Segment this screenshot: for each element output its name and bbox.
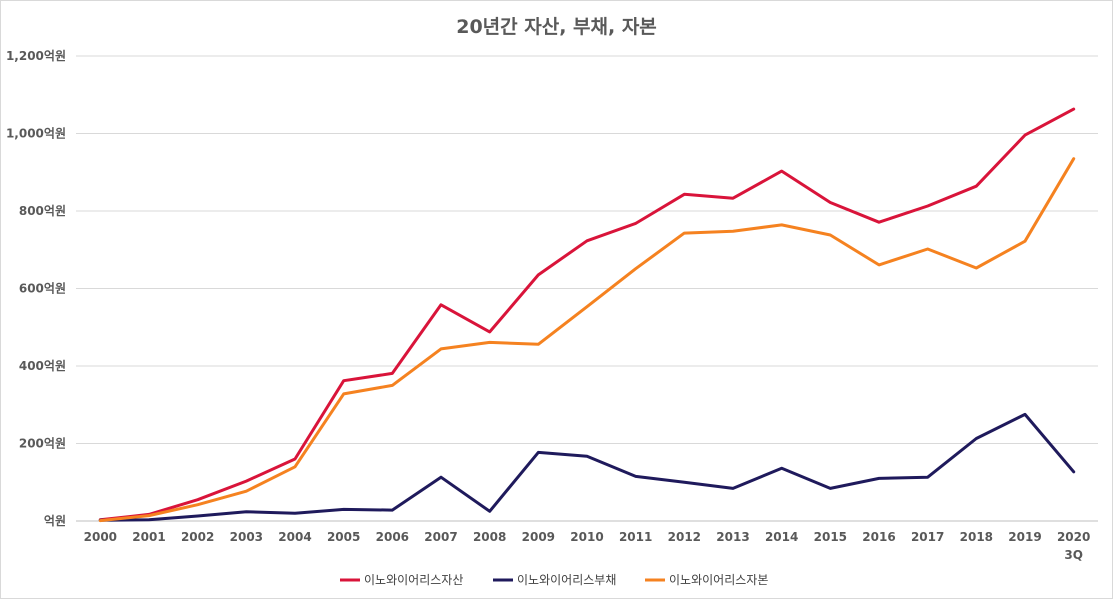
y-tick-label: 1,000억원 — [6, 127, 66, 141]
x-tick-label: 2009 — [522, 530, 555, 544]
x-tick-label: 2015 — [814, 530, 847, 544]
y-tick-label: 400억원 — [19, 359, 66, 373]
x-tick-label: 2019 — [1008, 530, 1041, 544]
legend-label: 이노와이어리스자본 — [669, 573, 768, 587]
x-tick-label: 2010 — [570, 530, 603, 544]
x-tick-label: 2003 — [230, 530, 263, 544]
x-tick-label: 2000 — [84, 530, 117, 544]
series-line — [98, 412, 1076, 522]
chart-title: 20년간 자산, 부채, 자본 — [456, 16, 657, 38]
x-tick-label: 2004 — [278, 530, 311, 544]
x-tick-label: 2020 — [1057, 530, 1090, 544]
y-tick-label: 1,200억원 — [6, 49, 66, 63]
x-tick-label: 2005 — [327, 530, 360, 544]
x-tick-label: 2001 — [132, 530, 165, 544]
legend-label: 이노와이어리스부채 — [517, 573, 616, 587]
x-tick-label: 2002 — [181, 530, 214, 544]
x-tick-label: 2017 — [911, 530, 944, 544]
y-tick-label: 800억원 — [19, 204, 66, 218]
x-tick-label: 3Q — [1064, 548, 1083, 562]
legend-label: 이노와이어리스자산 — [364, 573, 463, 587]
x-tick-label: 2011 — [619, 530, 652, 544]
y-tick-label: 억원 — [44, 514, 66, 528]
x-tick-label: 2007 — [424, 530, 457, 544]
x-tick-label: 2018 — [960, 530, 993, 544]
y-tick-label: 200억원 — [19, 437, 66, 451]
x-tick-label: 2013 — [716, 530, 749, 544]
series-line — [98, 107, 1076, 522]
x-tick-label: 2016 — [862, 530, 895, 544]
x-tick-label: 2012 — [668, 530, 701, 544]
x-tick-label: 2008 — [473, 530, 506, 544]
x-tick-label: 2006 — [376, 530, 409, 544]
series-line — [98, 157, 1076, 523]
y-tick-label: 600억원 — [19, 282, 66, 296]
x-tick-label: 2014 — [765, 530, 798, 544]
